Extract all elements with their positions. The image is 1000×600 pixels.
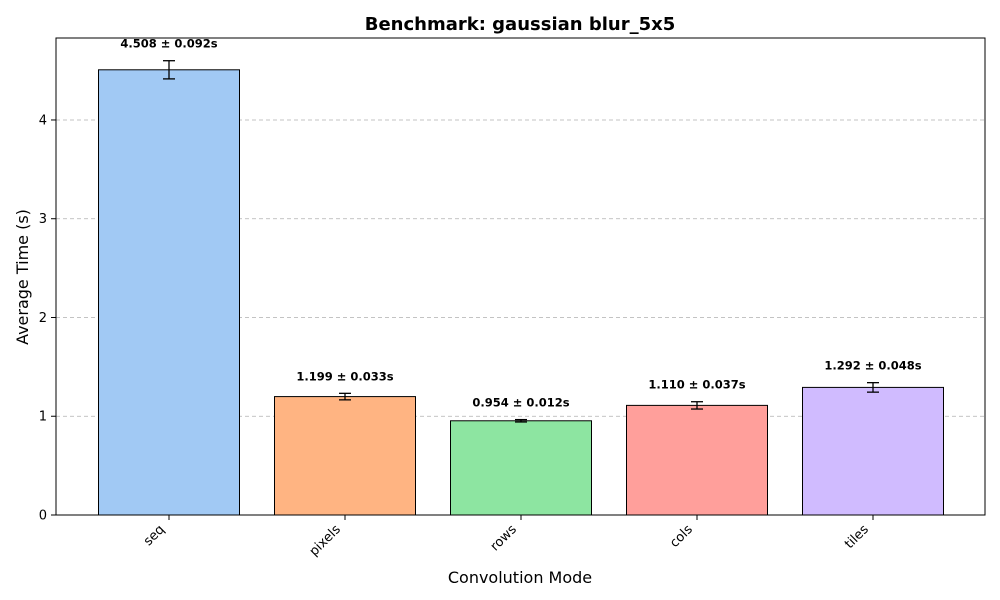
data-label-tiles: 1.292 ± 0.048s xyxy=(824,359,921,373)
chart-title: Benchmark: gaussian blur_5x5 xyxy=(365,14,676,35)
x-tick-label-cols: cols xyxy=(667,522,696,551)
bar-cols xyxy=(626,404,768,516)
x-tick-label-pixels: pixels xyxy=(307,522,344,559)
bar-seq xyxy=(98,69,240,516)
bar-rows xyxy=(450,420,592,516)
bars-layer xyxy=(98,69,944,516)
x-tick-label-seq: seq xyxy=(141,522,168,549)
error-bars-layer xyxy=(163,60,879,423)
y-tick-label: 3 xyxy=(39,212,47,227)
x-tick-label-tiles: tiles xyxy=(842,522,872,552)
y-tick-label: 0 xyxy=(39,509,47,524)
data-label-seq: 4.508 ± 0.092s xyxy=(120,37,217,51)
bar-tiles xyxy=(802,386,944,516)
x-axis-label: Convolution Mode xyxy=(448,568,592,587)
y-tick-label: 4 xyxy=(39,113,47,128)
x-axis: seq pixels rows cols tiles xyxy=(141,515,874,559)
x-tick-label-rows: rows xyxy=(488,522,520,554)
bar-pixels xyxy=(274,396,416,516)
data-label-rows: 0.954 ± 0.012s xyxy=(472,396,569,410)
y-tick-label: 2 xyxy=(39,311,47,326)
y-axis-label: Average Time (s) xyxy=(13,209,32,345)
data-labels-layer: 4.508 ± 0.092s 1.199 ± 0.033s 0.954 ± 0.01… xyxy=(120,37,921,410)
data-label-pixels: 1.199 ± 0.033s xyxy=(296,369,393,383)
data-label-cols: 1.110 ± 0.037s xyxy=(648,378,745,392)
y-axis: 0 1 2 3 4 xyxy=(39,113,56,524)
y-tick-label: 1 xyxy=(39,410,47,425)
